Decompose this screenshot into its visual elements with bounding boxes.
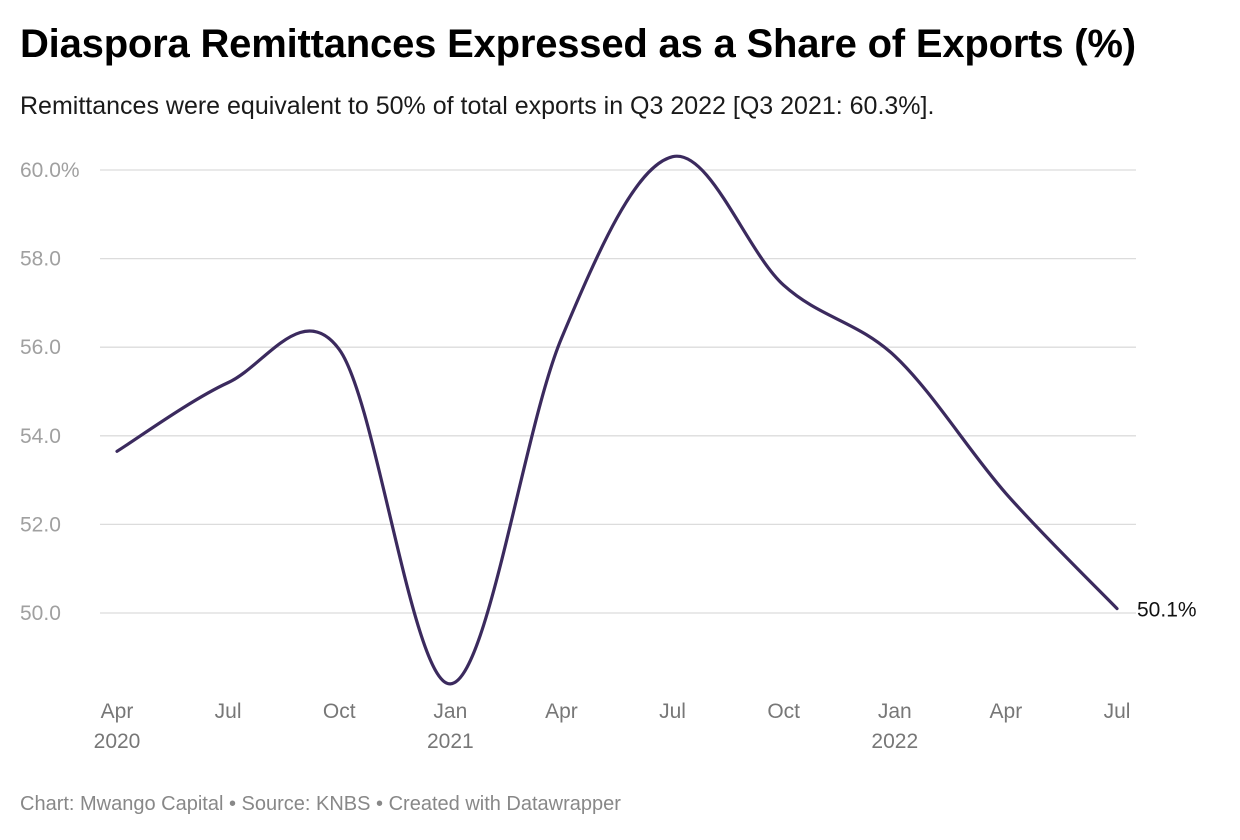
series-line [115, 154, 1119, 686]
x-tick-label: Apr [990, 700, 1023, 723]
gridlines [100, 169, 1136, 614]
x-tick-label: Apr [101, 700, 134, 723]
x-tick-label: Jul [215, 700, 242, 723]
x-tick-label: Jan [878, 700, 912, 723]
chart-footer-credit: Chart: Mwango Capital • Source: KNBS • C… [20, 793, 621, 815]
y-tick-label: 52.0 [20, 513, 61, 536]
x-tick-label: Jul [1104, 700, 1131, 723]
x-tick-label: Jul [659, 700, 686, 723]
y-tick-label: 58.0 [20, 248, 61, 271]
chart-title: Diaspora Remittances Expressed as a Shar… [20, 22, 1136, 66]
x-tick-label: Jan [433, 700, 467, 723]
y-axis-ticks: 50.0 52.0 54.0 56.0 58.0 60.0% [20, 159, 80, 625]
y-tick-label: 56.0 [20, 336, 61, 359]
x-tick-label: Oct [767, 700, 800, 723]
x-tick-year-label: 2022 [871, 730, 918, 753]
end-value-label: 50.1% [1137, 599, 1197, 622]
x-tick-label: Apr [545, 700, 578, 723]
chart-subtitle: Remittances were equivalent to 50% of to… [20, 92, 935, 120]
x-tick-year-label: 2020 [94, 730, 141, 753]
data-labels: 50.1% [1137, 599, 1197, 622]
y-tick-label: 60.0% [20, 159, 80, 182]
x-tick-year-label: 2021 [427, 730, 474, 753]
x-tick-label: Oct [323, 700, 356, 723]
y-tick-label: 50.0 [20, 602, 61, 625]
y-tick-label: 54.0 [20, 425, 61, 448]
series-layer [115, 154, 1119, 686]
x-axis-ticks: Apr 2020 Jul Oct Jan 2021 Apr Jul Oct Jan 2022 Apr J… [94, 700, 1131, 753]
